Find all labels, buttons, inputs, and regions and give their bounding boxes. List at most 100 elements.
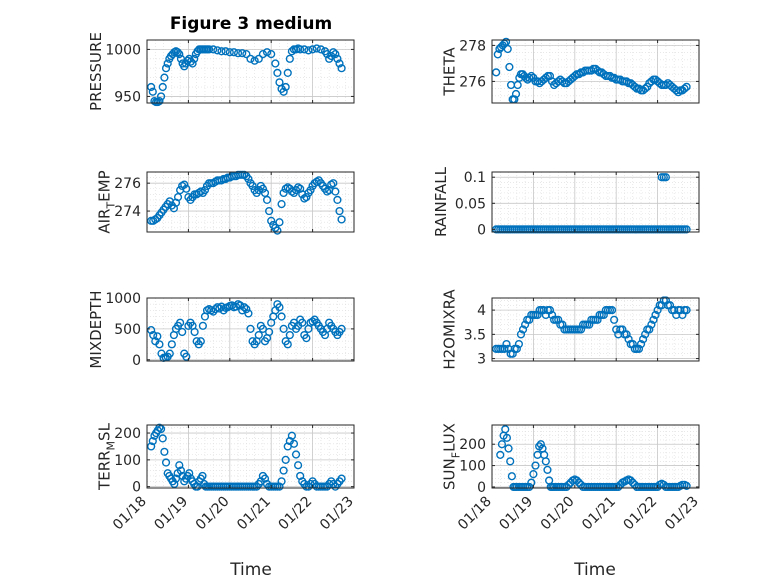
data-point xyxy=(661,173,670,182)
data-point xyxy=(156,92,166,101)
data-point xyxy=(572,476,581,485)
data-point xyxy=(518,325,528,334)
data-point xyxy=(161,64,171,73)
x-tick-label: 01/19 xyxy=(151,494,191,534)
y-tick-label: 0 xyxy=(477,222,486,238)
y-tick-label: 3 xyxy=(477,352,486,368)
data-point xyxy=(506,457,515,466)
y-tick-label: 276 xyxy=(114,176,141,192)
data-point xyxy=(267,216,276,225)
data-point xyxy=(512,344,521,353)
data-point xyxy=(641,330,650,339)
data-point xyxy=(182,184,191,193)
y-axis-label-rest: SL xyxy=(96,422,114,441)
data-point xyxy=(148,436,157,446)
data-point xyxy=(238,49,247,58)
data-point xyxy=(262,48,272,57)
data-point xyxy=(302,334,311,343)
data-point xyxy=(492,68,501,77)
data-point xyxy=(209,45,218,54)
data-point xyxy=(502,339,511,349)
data-point xyxy=(277,477,286,486)
data-point xyxy=(502,433,512,442)
data-point xyxy=(525,73,534,82)
y-axis-label-main: H2OMIXRA xyxy=(441,289,459,370)
data-point xyxy=(153,332,162,341)
y-axis-label: H2OMIXRA xyxy=(441,289,459,370)
data-point xyxy=(147,82,156,92)
y-tick-label: 200 xyxy=(459,437,486,453)
data-point xyxy=(558,320,567,329)
data-point xyxy=(217,47,226,56)
data-point xyxy=(504,444,513,453)
data-point xyxy=(294,461,303,470)
data-point xyxy=(527,478,536,487)
data-point xyxy=(308,45,317,54)
data-point xyxy=(240,303,249,312)
data-point xyxy=(275,482,284,491)
data-point xyxy=(260,188,270,198)
data-point xyxy=(624,335,633,344)
data-point xyxy=(599,310,608,320)
data-point xyxy=(279,87,288,96)
y-axis-label: AIRTEMP xyxy=(96,170,118,233)
y-tick-label: 100 xyxy=(114,453,141,469)
axes-box xyxy=(491,171,700,233)
data-point xyxy=(147,326,156,335)
data-point xyxy=(171,474,181,483)
y-tick-label: 0 xyxy=(477,480,486,496)
y-axis-label-subscript: T xyxy=(105,202,118,210)
y-tick-label: 274 xyxy=(114,204,141,220)
data-point xyxy=(641,84,650,93)
data-point xyxy=(647,320,656,329)
y-tick-label: 0.1 xyxy=(464,170,486,186)
data-point xyxy=(258,324,268,333)
data-point xyxy=(639,335,648,344)
y-axis-label-main: PRESSURE xyxy=(87,32,105,111)
data-point xyxy=(198,471,207,481)
x-tick-label: 01/21 xyxy=(579,494,619,534)
data-point xyxy=(277,312,286,321)
data-point xyxy=(260,474,270,483)
x-tick-label: 01/23 xyxy=(662,494,702,534)
data-point xyxy=(205,45,214,54)
data-point xyxy=(547,310,557,320)
data-point xyxy=(505,62,514,72)
data-point xyxy=(160,447,169,456)
data-point xyxy=(674,88,683,97)
data-point xyxy=(337,215,346,224)
y-axis-label: RAINFALL xyxy=(432,166,450,237)
y-axis-label-main: SUN xyxy=(441,458,459,490)
axes-box xyxy=(146,171,355,233)
axes-box xyxy=(146,297,355,362)
data-point xyxy=(287,431,297,440)
data-point xyxy=(273,226,282,235)
data-point xyxy=(170,479,179,489)
data-point xyxy=(574,70,584,79)
data-point xyxy=(267,50,276,59)
data-point xyxy=(614,482,623,492)
data-point xyxy=(281,455,290,464)
data-point xyxy=(196,337,205,346)
y-tick-label: 0 xyxy=(132,353,141,369)
data-point xyxy=(160,73,169,82)
y-axis-label: THETA xyxy=(441,47,459,97)
y-tick-label: 1000 xyxy=(105,291,141,307)
data-point xyxy=(622,330,631,339)
y-tick-label: 200 xyxy=(114,426,141,442)
data-point xyxy=(173,193,183,202)
data-point xyxy=(500,344,509,353)
y-axis-label-subscript: M xyxy=(105,441,118,451)
data-point xyxy=(225,48,234,57)
data-point xyxy=(178,327,187,337)
y-tick-label: 3.5 xyxy=(464,327,486,343)
y-axis-label: PRESSURE xyxy=(87,32,105,111)
x-tick-label: 01/22 xyxy=(276,494,316,534)
data-point xyxy=(285,330,294,340)
data-point xyxy=(651,310,660,320)
data-point xyxy=(337,64,346,73)
data-point xyxy=(312,44,321,53)
